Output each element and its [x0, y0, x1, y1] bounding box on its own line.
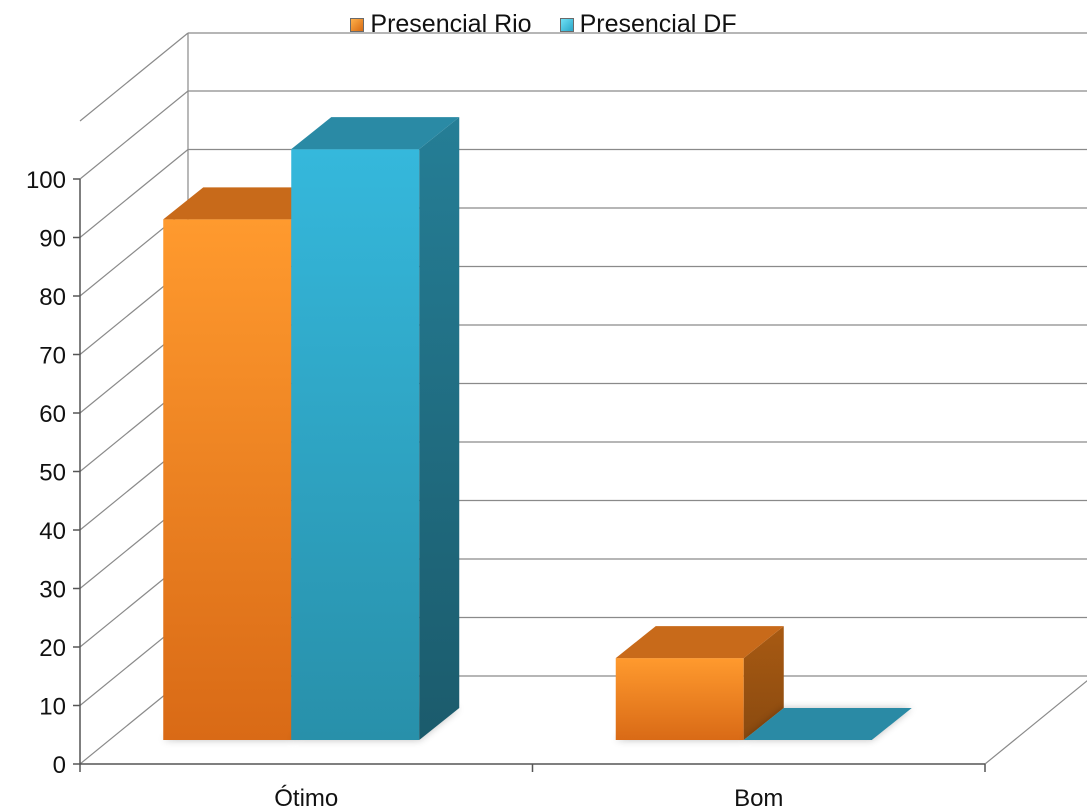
bar-front: [291, 149, 420, 740]
y-tick-label: 100: [26, 167, 66, 194]
y-axis: 0 10 20 30 40 50 60 70 80 90 100: [26, 167, 81, 779]
x-category-label: Ótimo: [274, 785, 338, 812]
y-tick-label: 0: [53, 752, 66, 779]
y-tick-label: 70: [39, 343, 66, 370]
y-tick-label: 80: [39, 284, 66, 311]
bar-top: [743, 708, 912, 740]
bar-presencial-df: [291, 117, 460, 740]
x-axis: Ótimo Bom: [79, 763, 986, 812]
gridline-depth: [79, 149, 189, 238]
gridline-depth: [79, 90, 189, 180]
floor-edge: [984, 680, 1087, 765]
bar-presencial-rio: [615, 626, 784, 740]
y-tick-label: 60: [39, 401, 66, 428]
bar-top: [163, 187, 332, 220]
y-tick-label: 20: [39, 635, 66, 662]
bar-top: [615, 626, 784, 659]
y-tick-label: 40: [39, 518, 66, 545]
bar-side: [419, 117, 460, 740]
legend-swatch-presencial-df: [559, 17, 574, 32]
bar-side: [743, 626, 784, 740]
y-tick-label: 30: [39, 577, 66, 604]
y-tick-label: 10: [39, 694, 66, 721]
bar-top: [291, 117, 460, 150]
y-tick-label: 50: [39, 460, 66, 487]
bar-presencial-df: [743, 708, 912, 740]
x-category-label: Bom: [734, 785, 783, 812]
legend-swatch-presencial-rio: [350, 17, 365, 32]
bar-front: [163, 219, 292, 741]
gridline-depth: [79, 32, 189, 122]
bars: [163, 117, 912, 741]
y-tick-label: 90: [39, 226, 66, 253]
bar-front: [615, 658, 744, 740]
